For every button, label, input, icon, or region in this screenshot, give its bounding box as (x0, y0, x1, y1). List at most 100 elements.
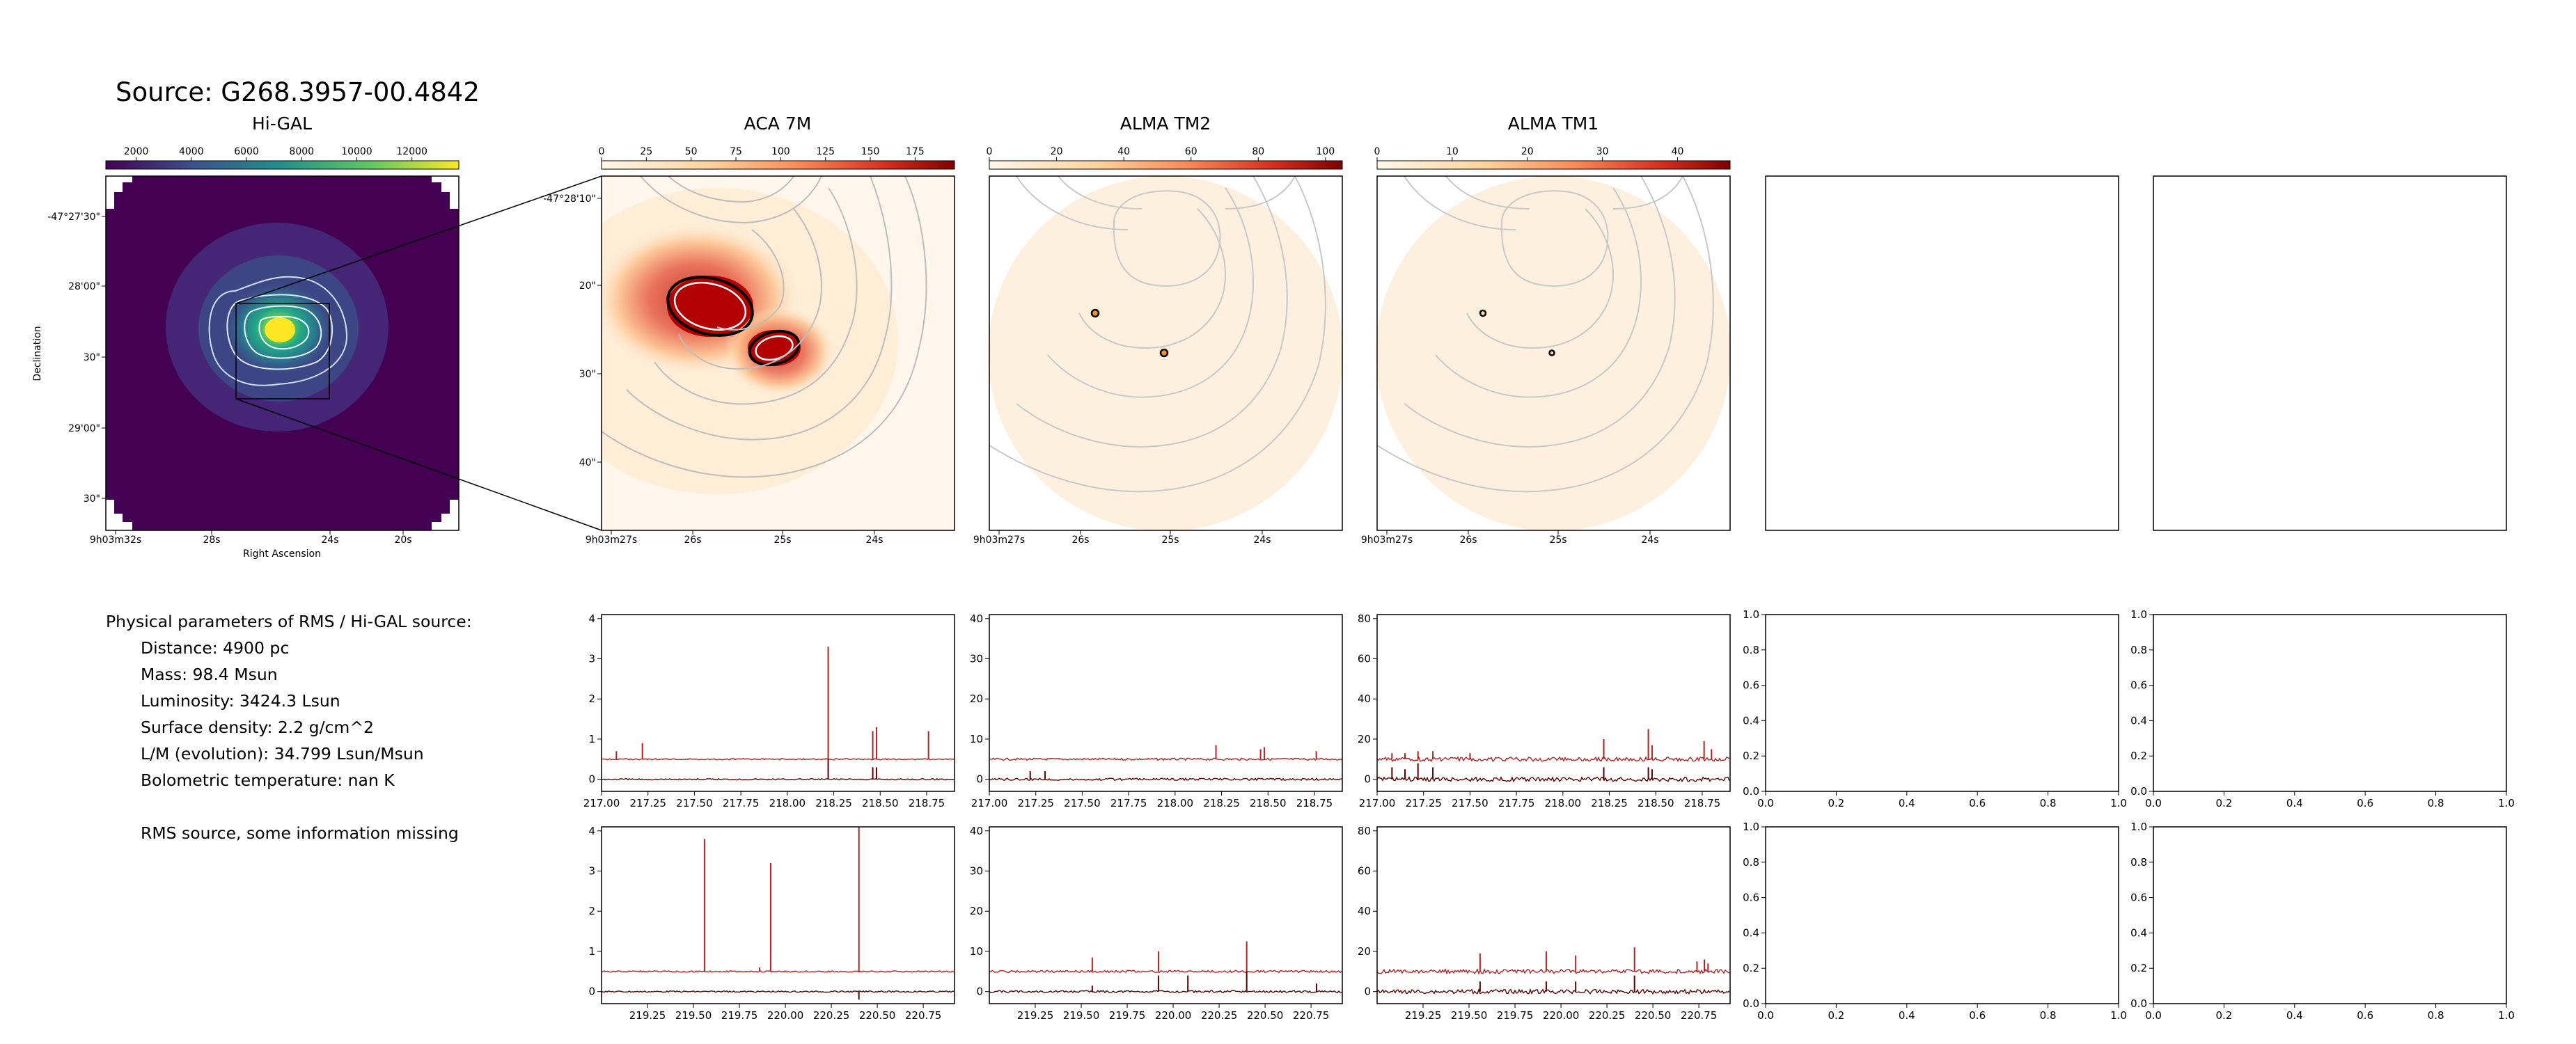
plot-frame (601, 826, 955, 1004)
x-tick-label: 218.25 (815, 797, 852, 809)
plot-area (2153, 615, 2506, 791)
param-distance: Distance: 4900 pc (141, 638, 290, 658)
x-tick-label: 25s (773, 535, 791, 546)
x-tick-label: 9h03m27s (1361, 535, 1413, 546)
y-tick-label: 20 (970, 693, 983, 705)
colorbar-tick-label: 0 (1374, 146, 1381, 157)
y-tick-label: 20 (1358, 945, 1371, 958)
plot-area (602, 615, 955, 791)
plot-area (602, 827, 955, 1004)
spectrum-line (989, 990, 1342, 994)
x-tick-label: 0.2 (1828, 797, 1844, 809)
x-tick-label: 218.50 (1250, 797, 1287, 809)
y-tick-label: 2 (588, 693, 595, 705)
x-tick-label: 220.00 (1543, 1009, 1580, 1022)
colorbar-tick-label: 60 (1185, 146, 1197, 157)
x-tick-label: 28s (203, 535, 220, 546)
aca-image (601, 175, 955, 531)
panel-title-tm2: ALMA TM2 (1120, 113, 1211, 134)
x-tick-label: 0.4 (2286, 1009, 2303, 1022)
y-tick-label: 1.0 (1743, 821, 1759, 833)
x-tick-label: 0.6 (2357, 797, 2373, 809)
empty-image-panel-1 (1765, 175, 2119, 531)
spectrum-panel: 0.0 0.2 0.4 0.6 0.8 1.0 0.0 0.2 0.4 0.6 0.8 1.0 (1743, 821, 2127, 1022)
y-tick-label: 0.6 (1743, 892, 1759, 904)
x-tick-label: 217.75 (1498, 797, 1535, 809)
spectrum-line (1376, 988, 1730, 995)
x-tick-label: 219.50 (675, 1009, 712, 1022)
spectrum-panel: 0.0 0.2 0.4 0.6 0.8 1.0 0.0 0.2 0.4 0.6 0.8 1.0 (1743, 608, 2127, 809)
spectrum-panel: 217.00 217.25 217.50 217.75 218.00 218.25 218.… (1358, 612, 1731, 809)
x-tick-label: 220.50 (1247, 1009, 1284, 1022)
y-tick-label: 0 (1364, 773, 1371, 786)
colorbar-tick-label: 75 (730, 146, 742, 157)
x-tick-label: 219.25 (629, 1009, 666, 1022)
y-tick-label: 0.4 (2130, 926, 2147, 939)
x-tick-label: 218.75 (1684, 797, 1721, 809)
x-tick-label: 220.25 (813, 1009, 850, 1022)
x-tick-label: 24s (1253, 535, 1271, 546)
y-tick-label: 0.8 (1743, 856, 1759, 869)
y-tick-label: 30 (970, 653, 983, 665)
colorbar-tick-label: 8000 (289, 146, 314, 157)
plot-area (1377, 827, 1730, 1004)
x-tick-label: 217.75 (1110, 797, 1147, 809)
y-tick-label: 40" (579, 457, 596, 468)
colorbar-tick-label: 30 (1596, 146, 1609, 157)
colorbar-tick-label: 20 (1051, 146, 1063, 157)
x-tick-label: 1.0 (2110, 1009, 2127, 1022)
plot-frame (989, 826, 1343, 1004)
panel-title-higal: Hi-GAL (252, 113, 312, 134)
plot-area (2153, 827, 2506, 1004)
x-tick-label: 0.2 (2215, 1009, 2232, 1022)
y-tick-label: 40 (970, 825, 983, 837)
higal-xlabel: Right Ascension (243, 548, 321, 560)
x-tick-label: 217.50 (1452, 797, 1489, 809)
spectrum-line (989, 777, 1342, 782)
y-tick-label: 10 (970, 733, 983, 745)
y-tick-label: 0.2 (2130, 750, 2147, 762)
colorbar-tick-label: 150 (861, 146, 880, 157)
colorbar-tick-label: 40 (1117, 146, 1130, 157)
y-tick-label: 0 (588, 986, 595, 998)
x-tick-label: 0.4 (2286, 797, 2303, 809)
y-tick-label: 0 (976, 986, 983, 998)
spectra-grid: 217.00 217.25 217.50 217.75 218.00 218.25 218.… (583, 608, 2515, 1022)
param-lm-ratio: L/M (evolution): 34.799 Lsun/Msun (141, 744, 424, 764)
y-tick-label: 28'00" (68, 281, 100, 292)
colorbar-tick-label: 6000 (234, 146, 259, 157)
y-tick-label: 0.8 (2130, 856, 2147, 869)
x-tick-label: 0.0 (2145, 797, 2162, 809)
higal-image (105, 175, 602, 531)
plot-area (989, 827, 1342, 1004)
empty-image-panel-2 (2153, 175, 2507, 531)
x-tick-label: 218.00 (1157, 797, 1194, 809)
x-tick-label: 0.8 (2428, 1009, 2444, 1022)
plot-frame (1765, 614, 2119, 792)
x-tick-label: 1.0 (2498, 1009, 2515, 1022)
x-tick-label: 217.25 (1405, 797, 1442, 809)
y-tick-label: 0 (1364, 986, 1371, 998)
plot-frame (2153, 614, 2507, 792)
panel-title-aca: ACA 7M (744, 113, 812, 134)
x-tick-label: 219.25 (1405, 1009, 1442, 1022)
colorbar-higal: 2000 4000 6000 8000 10000 12000 (105, 146, 460, 170)
y-tick-label: 29'00" (68, 423, 100, 434)
spectrum-panel: 0.0 0.2 0.4 0.6 0.8 1.0 0.0 0.2 0.4 0.6 0.8 1.0 (2130, 608, 2515, 809)
x-tick-label: 26s (684, 535, 701, 546)
x-tick-label: 9h03m27s (586, 535, 637, 546)
x-tick-label: 24s (1641, 535, 1658, 546)
plot-frame (989, 614, 1343, 792)
x-tick-label: 220.50 (859, 1009, 896, 1022)
y-tick-label: 0.2 (2130, 962, 2147, 974)
y-tick-label: 0 (588, 773, 595, 786)
x-tick-label: 24s (321, 535, 338, 546)
physical-parameters: Physical parameters of RMS / Hi-GAL sour… (106, 608, 472, 846)
spectrum-line (601, 970, 955, 973)
y-tick-label: 1 (588, 733, 595, 745)
colorbar-tick-label: 175 (906, 146, 925, 157)
colorbar-tick-label: 80 (1252, 146, 1264, 157)
tm1-image (1376, 175, 1731, 531)
y-tick-label: 30" (84, 352, 100, 363)
